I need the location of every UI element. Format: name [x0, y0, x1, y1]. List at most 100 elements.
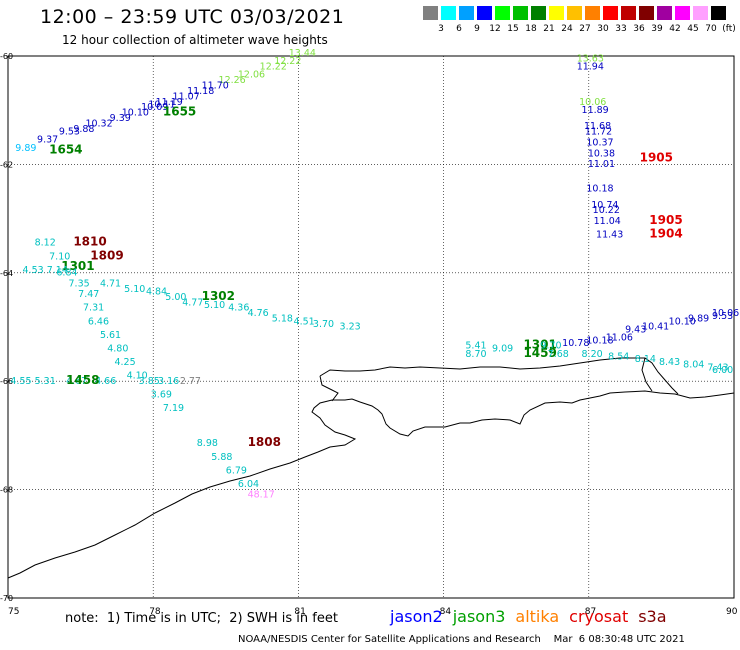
wave-height-label: 7.19 [163, 403, 184, 414]
legend-swatch [423, 6, 438, 20]
satellite-name: cryosat [569, 607, 629, 626]
wave-height-label: 4.71 [100, 278, 121, 289]
observation-labels: 13.4412.2212.2212.0612.2611.7011.1811.07… [10, 48, 739, 501]
wave-height-label: 3.85 [139, 376, 160, 387]
wave-height-label: 4.76 [248, 308, 269, 319]
pass-time-label: 1904 [649, 227, 682, 241]
wave-height-label: 7.35 [69, 278, 90, 289]
legend-swatch [495, 6, 510, 20]
wave-height-label: 4.25 [114, 357, 135, 368]
wave-height-label: 10.37 [586, 137, 613, 148]
wave-height-label: 3.16 [158, 376, 179, 387]
legend-swatch [477, 6, 492, 20]
wave-height-label: 3.23 [340, 322, 361, 333]
legend-label: (ft) [722, 24, 736, 34]
legend-label: 27 [579, 24, 591, 34]
pass-time-label: 1655 [163, 105, 196, 119]
lon-tick-label: 78 [149, 607, 161, 617]
wave-height-label: 9.09 [492, 343, 513, 354]
wave-height-label: 12.26 [219, 75, 246, 86]
wave-height-label: 9.70 [540, 341, 561, 352]
legend-label: 36 [633, 24, 645, 34]
wave-height-label: 10.41 [642, 322, 669, 333]
wave-height-label: 10.10 [669, 316, 696, 327]
legend-label: 33 [615, 24, 627, 34]
wave-height-label: 3.70 [313, 319, 334, 330]
legend-swatch [513, 6, 528, 20]
wave-height-label: 9.39 [110, 113, 131, 124]
wave-height-label: 13.63 [577, 53, 604, 64]
wave-height-label: 4.51 [294, 316, 315, 327]
wave-height-label: 10.06 [579, 97, 606, 108]
lat-tick-label: -62 [0, 160, 13, 169]
legend-swatch [639, 6, 654, 20]
pass-time-label: 1808 [248, 435, 281, 449]
legend-label: 6 [456, 24, 462, 34]
map-grid [8, 56, 734, 598]
wave-height-label: 8.98 [197, 438, 218, 449]
wave-height-label: 8.12 [35, 238, 56, 249]
wave-height-label: 8.14 [635, 354, 656, 365]
footer-note: note: 1) Time is in UTC; 2) SWH is in fe… [65, 611, 338, 626]
satellite-name: s3a [638, 607, 667, 626]
wave-height-label: 11.70 [202, 81, 229, 92]
pass-time-label: 1810 [73, 235, 106, 249]
wave-height-label: 5.00 [165, 292, 186, 303]
legend-swatch [621, 6, 636, 20]
legend-label: 42 [669, 24, 681, 34]
wave-height-label: 11.01 [588, 159, 615, 170]
wave-height-label: 4.53 [23, 265, 44, 276]
legend-swatch [657, 6, 672, 20]
legend-swatch [531, 6, 546, 20]
wave-height-label: 9.89 [688, 314, 709, 325]
wave-height-label: 12.22 [260, 62, 287, 73]
pass-time-label: 1905 [640, 151, 673, 165]
coastline [7, 390, 735, 579]
footer-credit: NOAA/NESDIS Center for Satellite Applica… [238, 634, 685, 645]
legend-swatch [459, 6, 474, 20]
wave-height-label: 6.79 [226, 465, 247, 476]
map-frame [7, 55, 735, 599]
wave-height-label: 11.68 [584, 121, 611, 132]
satellite-name: jason3 [452, 607, 506, 626]
wave-height-label: 7.47 [78, 289, 99, 300]
wave-height-label: 8.43 [659, 357, 680, 368]
pass-time-label: 1809 [90, 248, 123, 262]
wave-height-label: 11.04 [594, 216, 621, 227]
island-outline [319, 375, 339, 402]
legend-label: 70 [705, 24, 717, 34]
pass-time-label: 1654 [49, 143, 82, 157]
legend-label: 45 [687, 24, 699, 34]
wave-height-label: 11.19 [156, 97, 183, 108]
wave-height-label: 4.67 [66, 376, 87, 387]
legend-swatch [585, 6, 600, 20]
wave-height-label: 6.46 [88, 316, 109, 327]
wave-height-label: 6.84 [56, 268, 77, 279]
legend-label: 3 [438, 24, 444, 34]
wave-height-label: 9.53 [59, 127, 80, 138]
wave-height-label: 10.18 [586, 335, 613, 346]
legend-label: 18 [525, 24, 537, 34]
wave-height-label: 12.06 [238, 70, 265, 81]
lat-tick-label: -66 [0, 377, 13, 386]
wave-height-label: 10.11 [148, 99, 175, 110]
wave-height-label: 8.70 [465, 349, 486, 360]
legend-label: 24 [561, 24, 573, 34]
pass-time-label: 1301 [61, 259, 94, 273]
wave-height-label: 7.10 [49, 251, 70, 262]
wave-height-label: 11.89 [582, 105, 609, 116]
legend-swatch [441, 6, 456, 20]
satellite-name: jason2 [390, 607, 443, 626]
wave-height-label: 10.18 [586, 184, 613, 195]
wave-height-label: 10.32 [85, 118, 112, 129]
satellite-name: altika [515, 607, 560, 626]
wave-height-label: 7.14 [47, 265, 68, 276]
wave-height-label: 11.18 [187, 86, 214, 97]
wave-height-label: 4.36 [228, 303, 249, 314]
wave-height-label: 13.44 [289, 48, 316, 59]
wave-height-label: 9.53 [712, 311, 733, 322]
wave-height-label: 11.07 [173, 91, 200, 102]
lat-tick-label: -64 [0, 269, 13, 278]
lat-tick-label: -68 [0, 486, 13, 495]
wave-height-label: 7.31 [83, 303, 104, 314]
